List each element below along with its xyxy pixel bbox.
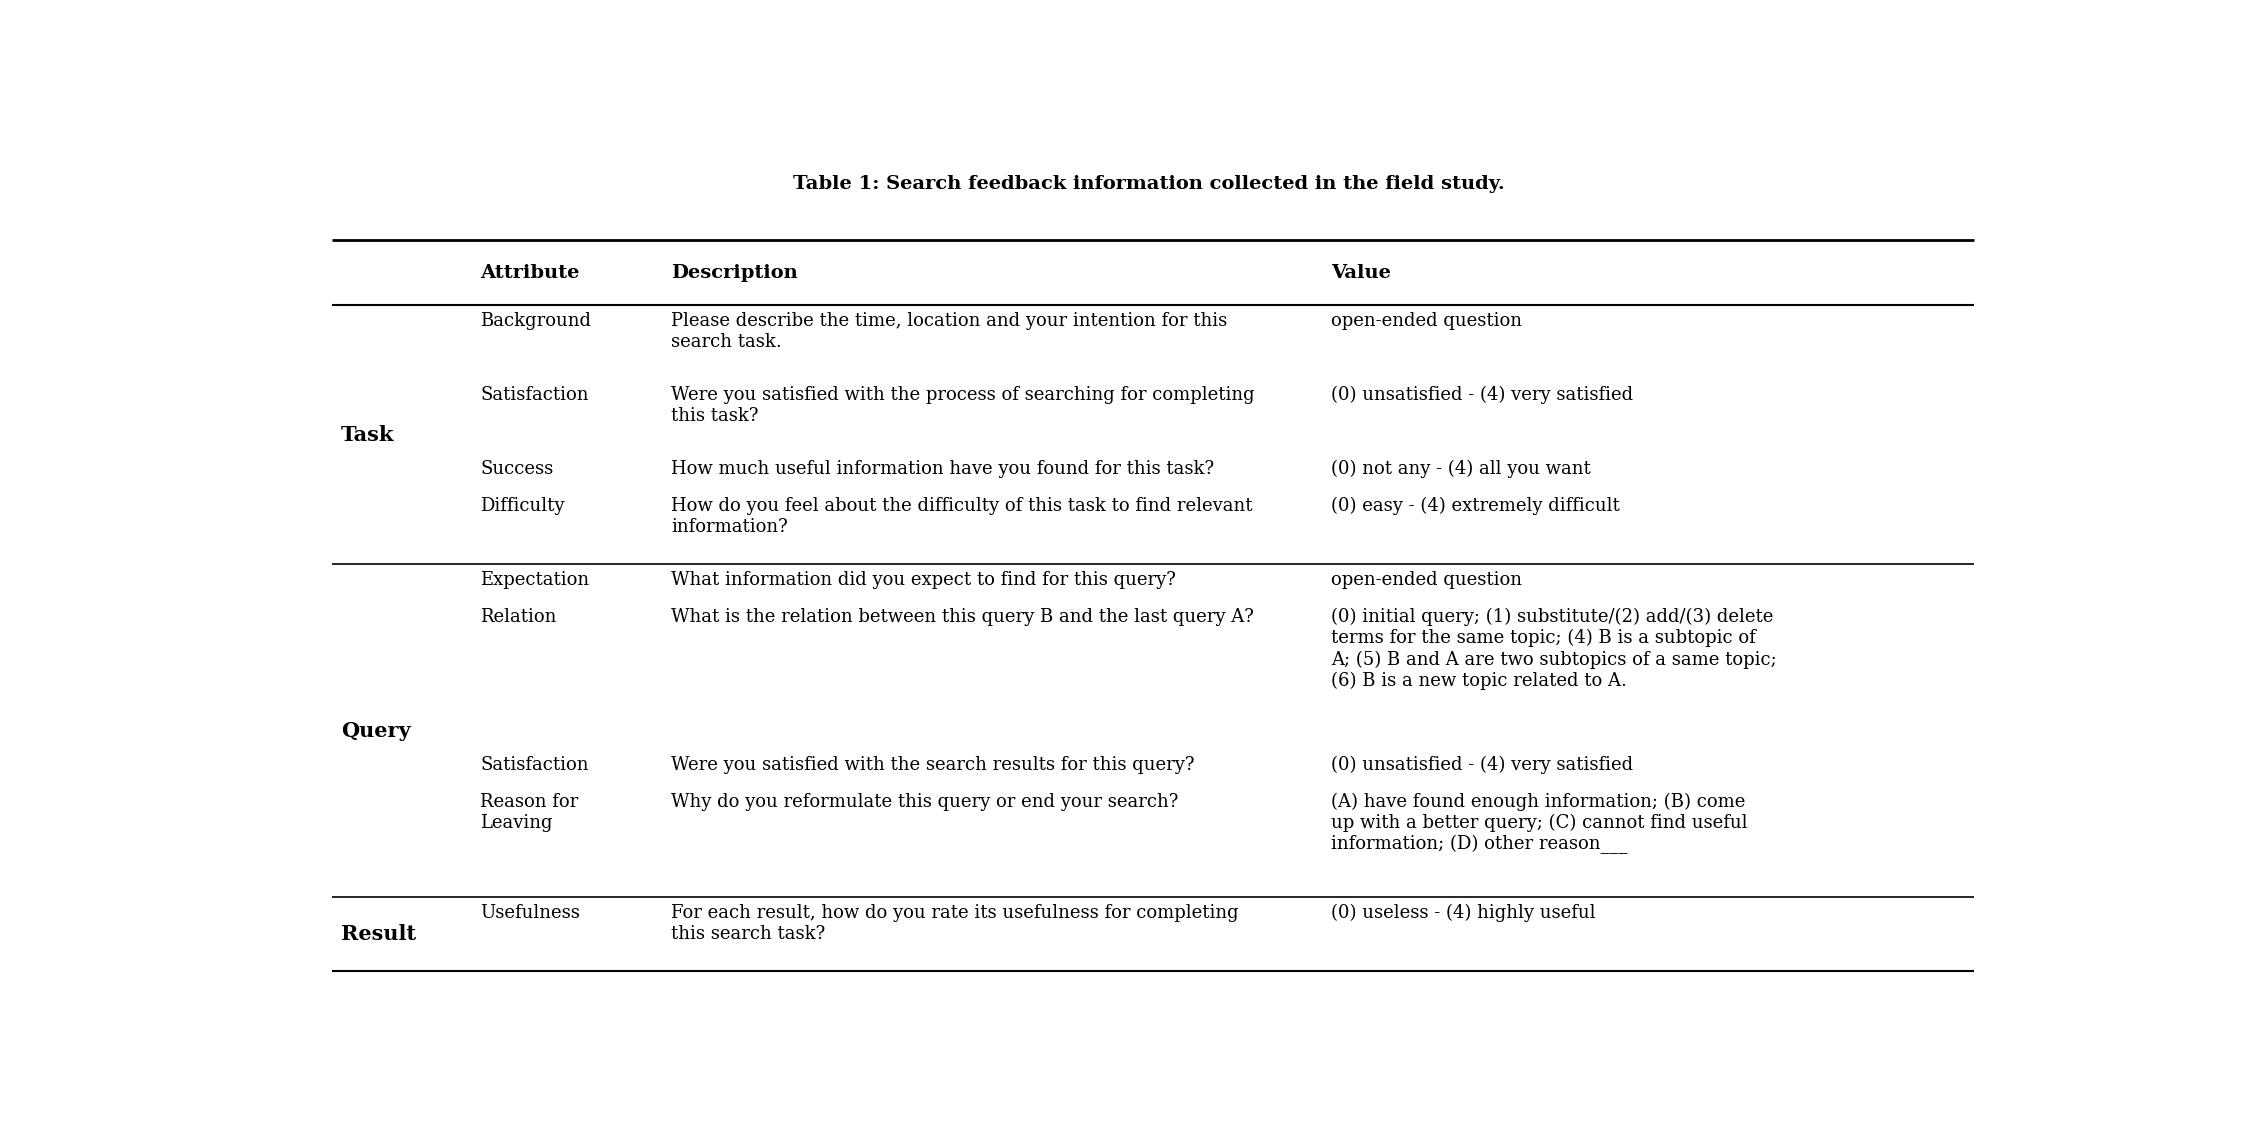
Text: How do you feel about the difficulty of this task to find relevant
information?: How do you feel about the difficulty of …	[670, 497, 1253, 536]
Text: Success: Success	[480, 460, 554, 478]
Text: (0) unsatisfied - (4) very satisfied: (0) unsatisfied - (4) very satisfied	[1332, 386, 1634, 405]
Text: What is the relation between this query B and the last query A?: What is the relation between this query …	[670, 608, 1253, 626]
Text: Task: Task	[341, 425, 395, 445]
Text: Background: Background	[480, 312, 592, 330]
Text: (0) useless - (4) highly useful: (0) useless - (4) highly useful	[1332, 904, 1596, 922]
Text: Query: Query	[341, 721, 410, 740]
Text: Value: Value	[1332, 263, 1392, 281]
Text: How much useful information have you found for this task?: How much useful information have you fou…	[670, 460, 1215, 478]
Text: (A) have found enough information; (B) come
up with a better query; (C) cannot f: (A) have found enough information; (B) c…	[1332, 793, 1749, 854]
Text: open-ended question: open-ended question	[1332, 571, 1522, 589]
Text: (0) initial query; (1) substitute/(2) add/(3) delete
terms for the same topic; (: (0) initial query; (1) substitute/(2) ad…	[1332, 608, 1778, 689]
Text: Satisfaction: Satisfaction	[480, 386, 590, 405]
Text: Were you satisfied with the search results for this query?: Were you satisfied with the search resul…	[670, 756, 1195, 774]
Text: Reason for
Leaving: Reason for Leaving	[480, 793, 578, 832]
Text: Description: Description	[670, 263, 798, 281]
Text: Satisfaction: Satisfaction	[480, 756, 590, 774]
Text: Please describe the time, location and your intention for this
search task.: Please describe the time, location and y…	[670, 312, 1226, 351]
Text: Difficulty: Difficulty	[480, 497, 565, 515]
Text: (0) unsatisfied - (4) very satisfied: (0) unsatisfied - (4) very satisfied	[1332, 756, 1634, 774]
Text: (0) not any - (4) all you want: (0) not any - (4) all you want	[1332, 460, 1592, 478]
Text: Relation: Relation	[480, 608, 556, 626]
Text: Table 1: Search feedback information collected in the field study.: Table 1: Search feedback information col…	[794, 175, 1504, 193]
Text: Usefulness: Usefulness	[480, 904, 581, 922]
Text: open-ended question: open-ended question	[1332, 312, 1522, 330]
Text: For each result, how do you rate its usefulness for completing
this search task?: For each result, how do you rate its use…	[670, 904, 1240, 942]
Text: Why do you reformulate this query or end your search?: Why do you reformulate this query or end…	[670, 793, 1179, 811]
Text: Attribute: Attribute	[480, 263, 578, 281]
Text: Were you satisfied with the process of searching for completing
this task?: Were you satisfied with the process of s…	[670, 386, 1256, 425]
Text: Result: Result	[341, 924, 417, 944]
Text: (0) easy - (4) extremely difficult: (0) easy - (4) extremely difficult	[1332, 497, 1621, 515]
Text: Expectation: Expectation	[480, 571, 590, 589]
Text: What information did you expect to find for this query?: What information did you expect to find …	[670, 571, 1177, 589]
